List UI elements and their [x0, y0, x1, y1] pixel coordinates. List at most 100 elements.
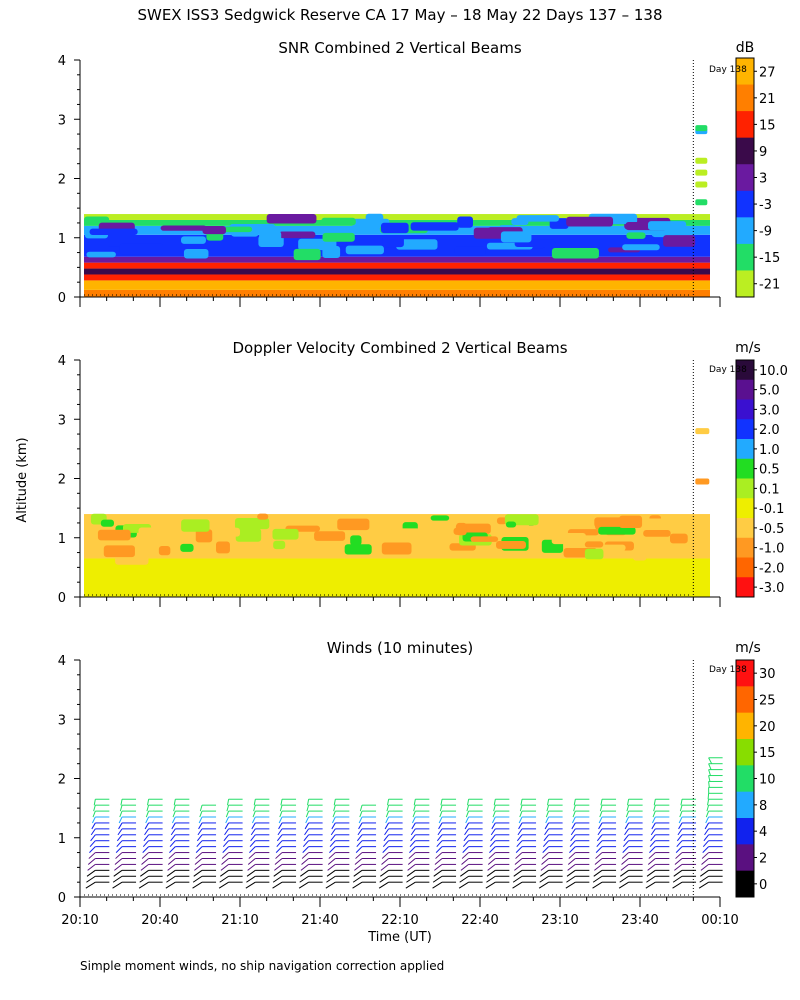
wind-barb-staff — [435, 852, 443, 859]
wind-barb-staff — [301, 852, 309, 859]
winds-day-label: Day 138 — [709, 665, 747, 675]
wind-barb-staff — [359, 810, 363, 818]
wind-barb-staff — [599, 810, 603, 818]
snr-texture-patch — [293, 248, 321, 261]
wind-barb-staff — [467, 799, 470, 806]
wind-barb-staff — [352, 875, 363, 883]
wind-barb-staff — [704, 828, 710, 836]
snr-plot-area — [84, 125, 710, 297]
wind-barb-staff — [461, 858, 469, 865]
wind-barb-staff — [515, 852, 523, 859]
wind-barb-staff — [253, 799, 256, 806]
wind-barb-staff — [277, 828, 283, 836]
wind-barb-staff — [279, 805, 283, 812]
wind-barb-staff — [199, 810, 203, 818]
wind-barb-staff — [539, 875, 549, 883]
wind-barb-staff — [329, 840, 336, 848]
wind-barb-staff — [458, 881, 469, 889]
wind-barb-staff — [145, 816, 150, 824]
wind-barb-staff — [646, 875, 656, 883]
snr-day-label: Day 138 — [709, 65, 747, 75]
snr-texture-patch — [410, 222, 459, 231]
wind-barb-staff — [487, 864, 496, 871]
colorbar-swatch — [736, 739, 754, 766]
wind-barb-staff — [491, 822, 496, 830]
wind-barb-staff — [169, 840, 176, 848]
wind-barb-staff — [226, 805, 230, 812]
wind-barb-staff — [543, 834, 550, 842]
wind-barb-staff — [675, 846, 683, 853]
wind-barb-staff — [515, 846, 523, 853]
wind-barb-staff — [618, 881, 629, 889]
wind-barb-staff — [538, 881, 549, 889]
wind-barb-staff — [246, 869, 256, 877]
wind-barb-staff — [645, 881, 656, 889]
winds-axes: 0 1 2 3 4 20:10 20:40 21:10 21:40 22:10 22:40 23:10… — [58, 654, 739, 928]
doppler-sparse-return — [695, 478, 710, 485]
wind-barb-staff — [224, 822, 230, 830]
wind-barb-staff — [707, 793, 710, 800]
wind-barb-staff — [275, 852, 283, 859]
doppler-texture-patch — [337, 518, 370, 531]
wind-barb-staff — [194, 864, 203, 871]
colorbar-swatch — [736, 660, 754, 687]
wind-barb-staff — [220, 869, 229, 877]
x-tick-label: 20:40 — [141, 913, 178, 928]
snr-texture-patch — [331, 226, 374, 234]
wind-barb-staff — [703, 834, 710, 842]
colorbar-label: 8 — [759, 799, 767, 814]
wind-barb-staff — [434, 858, 443, 865]
wind-barb-staff — [246, 875, 256, 883]
wind-barb-staff — [222, 840, 229, 848]
wind-barb-staff — [352, 881, 363, 889]
wind-barb-staff — [219, 875, 229, 883]
wind-barb-staff — [594, 858, 603, 865]
y-tick-label: 2 — [58, 173, 66, 188]
wind-barb-staff — [386, 805, 390, 812]
wind-barb-staff — [594, 864, 603, 871]
colorbar-label: 2 — [759, 852, 767, 867]
winds-plot-area — [85, 757, 723, 889]
wind-barb-staff — [672, 875, 683, 883]
colorbar-frame — [735, 359, 755, 598]
wind-barb-staff — [460, 869, 469, 877]
doppler-texture-patch — [669, 533, 688, 544]
wind-barb-staff — [387, 799, 390, 806]
wind-barb-staff — [673, 869, 683, 877]
doppler-texture-patch — [390, 528, 421, 540]
colorbar-swatch — [736, 84, 754, 112]
wind-barb-staff — [304, 828, 310, 836]
wind-barb-staff — [514, 858, 523, 865]
colorbar-label: 10.0 — [759, 364, 788, 379]
wind-barb-staff — [436, 840, 443, 848]
wind-barb-staff — [276, 840, 283, 848]
wind-barb-staff — [247, 864, 256, 871]
doppler-texture-patch — [644, 518, 682, 526]
snr-texture-patch — [396, 239, 438, 250]
wind-barb-staff — [221, 852, 229, 859]
wind-barb-staff — [708, 775, 711, 782]
wind-barb-staff — [333, 805, 336, 812]
wind-barb-staff — [434, 864, 443, 871]
snr-texture-patch — [365, 213, 384, 222]
wind-barb-staff — [353, 869, 363, 877]
wind-barb-staff — [90, 828, 96, 836]
doppler-axes: 0 1 2 3 4 — [58, 354, 721, 607]
wind-barb-staff — [518, 822, 523, 830]
wind-barb-staff — [490, 834, 496, 842]
wind-barb-staff — [195, 852, 203, 859]
wind-barb-staff — [87, 858, 96, 865]
snr-colorbar-unit: dB — [736, 40, 755, 56]
wind-barb-staff — [196, 840, 203, 848]
snr-sparse-return — [695, 181, 708, 188]
colorbar-label: 0 — [759, 878, 767, 893]
snr-layer — [84, 256, 710, 263]
wind-barb-staff — [489, 840, 496, 848]
wind-barb-staff — [573, 799, 576, 806]
wind-barb-staff — [411, 822, 416, 830]
snr-texture-patch — [84, 216, 110, 223]
colorbar-swatch — [736, 360, 754, 381]
wind-barb-staff — [249, 846, 256, 853]
colorbar-label: 21 — [759, 92, 776, 107]
wind-barb-staff — [332, 810, 336, 818]
